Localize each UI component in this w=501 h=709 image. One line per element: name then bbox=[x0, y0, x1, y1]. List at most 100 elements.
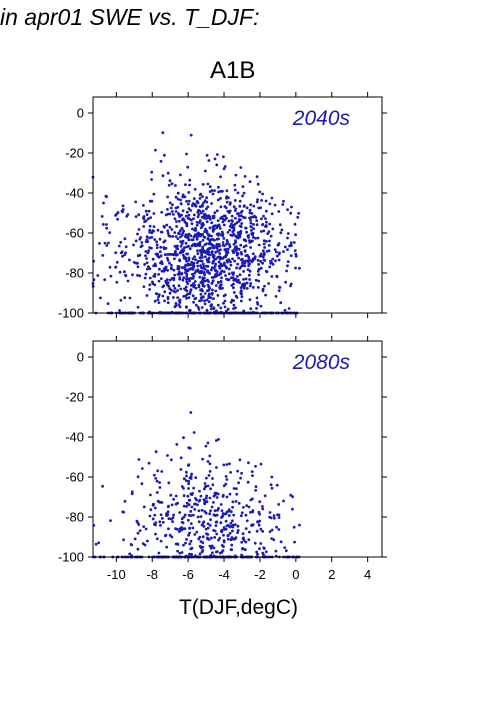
scatter-point bbox=[137, 458, 141, 461]
scatter-point bbox=[212, 546, 216, 550]
scatter-point bbox=[187, 513, 191, 517]
scatter-point bbox=[103, 278, 107, 282]
scatter-point bbox=[172, 213, 175, 216]
scatter-point bbox=[255, 223, 259, 227]
scatter-point bbox=[209, 487, 213, 491]
scatter-point bbox=[167, 527, 170, 531]
scatter-point bbox=[166, 268, 170, 272]
scatter-point bbox=[248, 278, 252, 281]
scatter-point bbox=[241, 194, 245, 198]
scatter-point bbox=[286, 236, 289, 240]
scatter-point bbox=[254, 485, 258, 488]
scatter-point bbox=[153, 513, 157, 517]
scatter-point bbox=[181, 209, 185, 213]
scatter-point bbox=[198, 193, 202, 197]
scatter-point bbox=[187, 487, 190, 490]
scatter-point bbox=[188, 531, 192, 535]
scatter-point bbox=[158, 501, 162, 504]
scatter-point bbox=[271, 257, 275, 261]
scatter-point bbox=[240, 257, 244, 261]
scatter-point bbox=[189, 477, 193, 480]
scatter-point bbox=[247, 538, 251, 542]
scatter-point bbox=[214, 257, 218, 261]
scatter-point bbox=[124, 245, 128, 249]
scatter-point bbox=[277, 289, 281, 292]
scatter-point bbox=[222, 294, 226, 298]
x-tick-label: -8 bbox=[146, 567, 158, 582]
scatter-point bbox=[203, 299, 206, 303]
scatter-point bbox=[208, 292, 211, 296]
scatter-point bbox=[236, 252, 240, 256]
scatter-point bbox=[199, 292, 203, 296]
scatter-point bbox=[159, 245, 163, 249]
scatter-point bbox=[140, 244, 144, 248]
scatter-point bbox=[147, 461, 151, 465]
scatter-point bbox=[142, 285, 146, 288]
scatter-point bbox=[202, 214, 206, 218]
scatter-point bbox=[162, 246, 166, 249]
scatter-point bbox=[151, 282, 155, 285]
scatter-point bbox=[136, 547, 140, 551]
scatter-point bbox=[114, 214, 117, 217]
scatter-point bbox=[213, 211, 217, 215]
scatter-point bbox=[249, 510, 252, 514]
scatter-point bbox=[187, 309, 191, 313]
scatter-point bbox=[156, 228, 160, 232]
scatter-point bbox=[177, 213, 181, 216]
scatter-point bbox=[148, 288, 152, 291]
scatter-point bbox=[136, 261, 139, 265]
scatter-point bbox=[166, 256, 169, 260]
scatter-point bbox=[178, 551, 182, 555]
scatter-point bbox=[201, 256, 204, 259]
scatter-point bbox=[187, 533, 191, 537]
scatter-point bbox=[222, 255, 226, 259]
scatter-point bbox=[289, 241, 293, 245]
scatter-point bbox=[136, 232, 139, 236]
scatter-point bbox=[211, 214, 215, 218]
scatter-point bbox=[206, 536, 209, 540]
scatter-point bbox=[250, 470, 254, 473]
scatter-points bbox=[91, 131, 301, 315]
scatter-point bbox=[254, 464, 257, 468]
scatter-point bbox=[209, 509, 212, 513]
scatter-point bbox=[261, 505, 264, 508]
scatter-point bbox=[282, 199, 285, 203]
scatter-point bbox=[153, 272, 157, 276]
scatter-point bbox=[145, 267, 149, 271]
scatter-point bbox=[206, 269, 210, 273]
scatter-point bbox=[225, 238, 229, 242]
scatter-point bbox=[192, 261, 196, 265]
scatter-point bbox=[240, 252, 244, 256]
scatter-point bbox=[243, 264, 247, 268]
scatter-point bbox=[128, 552, 132, 556]
scatter-point bbox=[205, 476, 208, 480]
scatter-point bbox=[208, 454, 212, 458]
scatter-point bbox=[175, 220, 178, 223]
scatter-point bbox=[189, 539, 193, 543]
x-tick: 2 bbox=[328, 336, 335, 582]
scatter-point bbox=[121, 254, 124, 258]
scatter-point bbox=[281, 203, 285, 206]
scatter-point bbox=[109, 519, 112, 522]
scatter-point bbox=[215, 309, 218, 313]
scatter-point bbox=[200, 253, 204, 257]
scatter-point bbox=[166, 295, 170, 299]
scatter-point bbox=[218, 255, 222, 259]
scatter-point bbox=[234, 277, 238, 281]
scatter-point bbox=[153, 262, 157, 266]
scatter-point bbox=[225, 495, 229, 499]
scatter-point bbox=[196, 249, 199, 253]
scatter-point bbox=[243, 284, 247, 288]
scatter-point bbox=[217, 281, 220, 285]
scatter-point bbox=[242, 270, 246, 273]
y-tick: -20 bbox=[65, 390, 387, 405]
scatter-point bbox=[249, 246, 253, 249]
scatter-point bbox=[249, 225, 253, 228]
scatter-point bbox=[222, 270, 226, 274]
scatter-point bbox=[188, 183, 192, 187]
scatter-point bbox=[192, 282, 195, 285]
scatter-point bbox=[232, 282, 235, 286]
scatter-point bbox=[190, 238, 194, 242]
scatter-point bbox=[219, 262, 223, 266]
scatter-point bbox=[173, 217, 177, 221]
